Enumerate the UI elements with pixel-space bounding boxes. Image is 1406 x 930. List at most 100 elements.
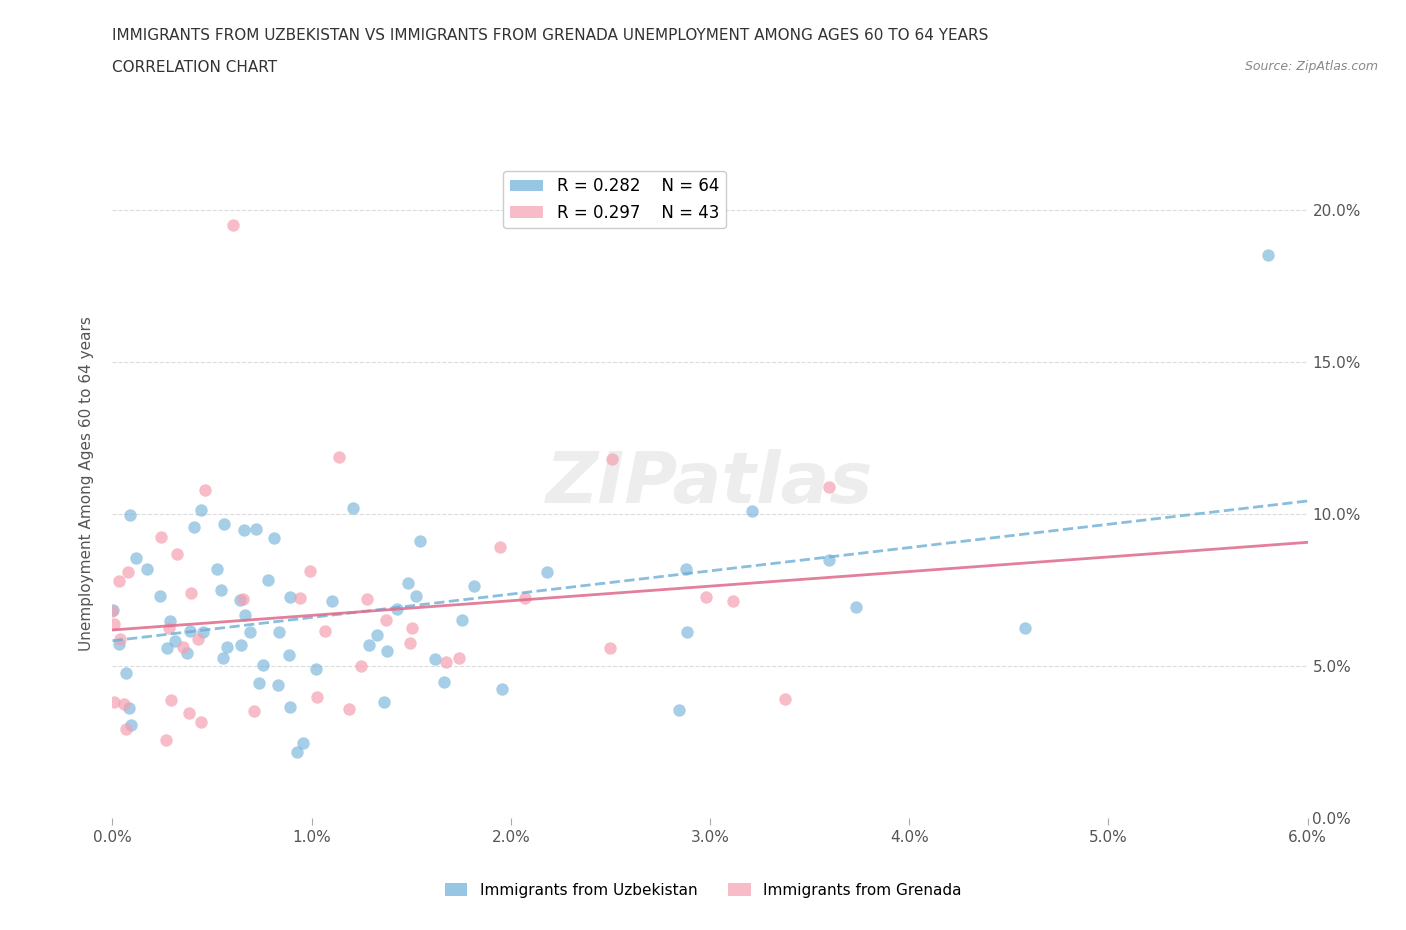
Point — [232, 591, 254, 606]
Point — [451, 613, 474, 628]
Text: Source: ZipAtlas.com: Source: ZipAtlas.com — [1244, 60, 1378, 73]
Point — [120, 718, 142, 733]
Point — [190, 715, 212, 730]
Point — [405, 589, 427, 604]
Point — [328, 449, 350, 464]
Point — [396, 576, 419, 591]
Point — [305, 689, 328, 704]
Point — [387, 602, 409, 617]
Point — [243, 703, 266, 718]
Point — [166, 546, 188, 561]
Point — [190, 503, 212, 518]
Point — [239, 625, 262, 640]
Point — [434, 655, 457, 670]
Point — [599, 640, 621, 655]
Point — [409, 534, 432, 549]
Point — [120, 508, 142, 523]
Point — [818, 480, 841, 495]
Point — [321, 593, 343, 608]
Text: IMMIGRANTS FROM UZBEKISTAN VS IMMIGRANTS FROM GRENADA UNEMPLOYMENT AMONG AGES 60: IMMIGRANTS FROM UZBEKISTAN VS IMMIGRANTS… — [112, 28, 988, 43]
Point — [374, 612, 396, 627]
Point — [179, 706, 201, 721]
Point — [356, 591, 378, 606]
Legend: R = 0.282    N = 64, R = 0.297    N = 43: R = 0.282 N = 64, R = 0.297 N = 43 — [503, 170, 725, 228]
Point — [163, 633, 186, 648]
Point — [115, 722, 138, 737]
Point — [108, 631, 131, 646]
Point — [314, 623, 336, 638]
Point — [114, 665, 136, 680]
Point — [159, 613, 181, 628]
Point — [278, 648, 301, 663]
Point — [401, 621, 423, 636]
Point — [845, 600, 868, 615]
Point — [375, 644, 398, 658]
Point — [721, 593, 744, 608]
Point — [229, 638, 252, 653]
Point — [212, 651, 235, 666]
Point — [252, 658, 274, 672]
Point — [103, 695, 125, 710]
Point — [187, 631, 209, 646]
Point — [212, 517, 235, 532]
Y-axis label: Unemployment Among Ages 60 to 64 years: Unemployment Among Ages 60 to 64 years — [79, 316, 94, 651]
Point — [399, 635, 422, 650]
Point — [267, 677, 290, 692]
Point — [156, 641, 179, 656]
Point — [366, 628, 388, 643]
Point — [108, 574, 131, 589]
Point — [773, 691, 796, 706]
Point — [209, 582, 232, 597]
Point — [135, 562, 157, 577]
Point — [149, 589, 172, 604]
Point — [103, 617, 125, 631]
Point — [232, 523, 254, 538]
Point — [176, 645, 198, 660]
Point — [299, 564, 322, 578]
Point — [179, 624, 201, 639]
Point — [118, 701, 141, 716]
Point — [172, 639, 194, 654]
Point — [235, 608, 257, 623]
Point — [491, 682, 513, 697]
Point — [373, 695, 395, 710]
Point — [247, 676, 270, 691]
Point — [278, 699, 301, 714]
Point — [245, 522, 267, 537]
Point — [425, 651, 447, 666]
Point — [337, 702, 360, 717]
Point — [489, 539, 512, 554]
Point — [463, 578, 485, 593]
Point — [101, 602, 124, 617]
Point — [668, 703, 690, 718]
Point — [155, 733, 177, 748]
Point — [357, 638, 380, 653]
Point — [536, 565, 558, 579]
Point — [285, 745, 308, 760]
Legend: Immigrants from Uzbekistan, Immigrants from Grenada: Immigrants from Uzbekistan, Immigrants f… — [439, 876, 967, 904]
Point — [101, 604, 124, 618]
Point — [117, 565, 139, 579]
Point — [447, 651, 470, 666]
Point — [157, 620, 180, 635]
Point — [222, 218, 245, 232]
Point — [818, 552, 841, 567]
Point — [288, 591, 311, 605]
Point — [1014, 620, 1036, 635]
Point — [305, 661, 328, 676]
Point — [114, 697, 136, 711]
Point — [256, 573, 278, 588]
Point — [191, 625, 214, 640]
Point — [217, 639, 239, 654]
Point — [291, 736, 314, 751]
Point — [160, 692, 183, 707]
Point — [205, 561, 228, 576]
Text: ZIPatlas: ZIPatlas — [547, 449, 873, 518]
Point — [267, 624, 290, 639]
Point — [676, 625, 699, 640]
Point — [741, 503, 763, 518]
Point — [1257, 248, 1279, 263]
Point — [600, 452, 623, 467]
Point — [695, 589, 717, 604]
Point — [342, 500, 364, 515]
